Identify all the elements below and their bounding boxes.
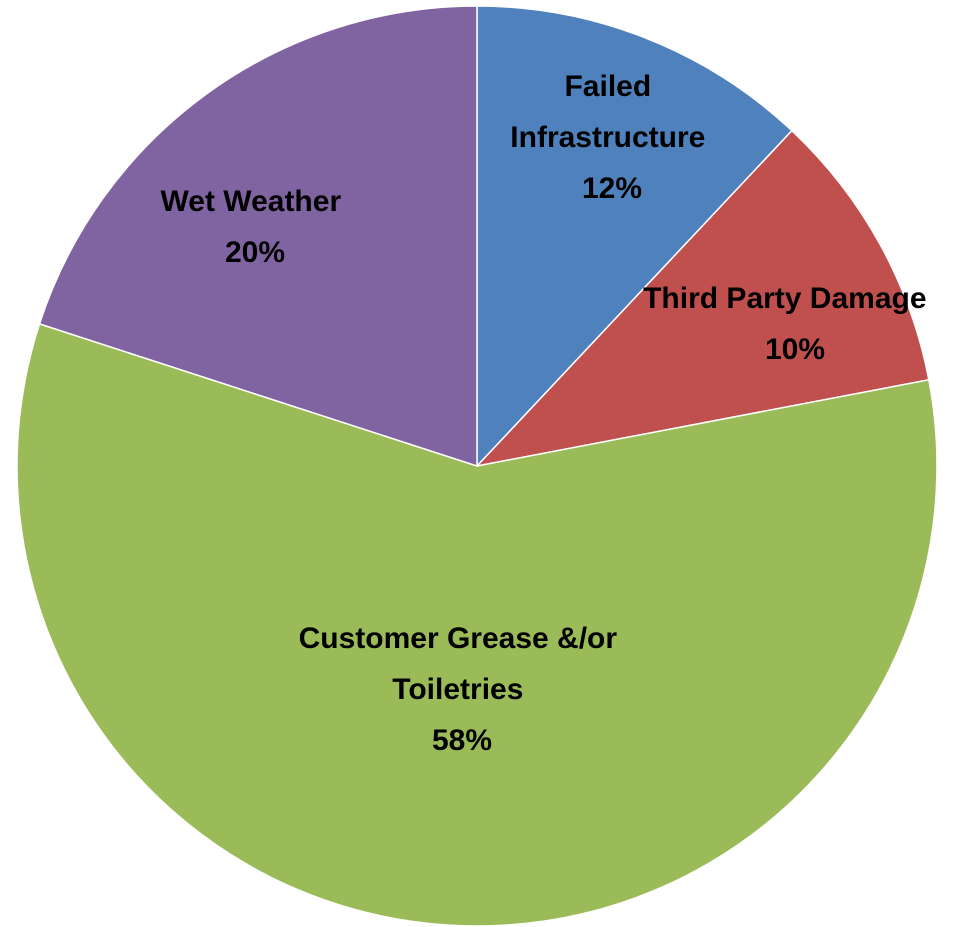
slice-label-third-party-damage: Third Party Damage 10% bbox=[643, 282, 935, 366]
slice-label-failed-infrastructure: Failed Infrastructure 12% bbox=[510, 70, 713, 205]
pie-slices bbox=[16, 5, 938, 927]
pie-labels: Failed Infrastructure 12% Third Party Da… bbox=[161, 70, 935, 757]
slice-label-customer-grease: Customer Grease &/or Toiletries 58% bbox=[299, 622, 626, 757]
pie-slice-wet-weather bbox=[38, 5, 478, 468]
pie-slice-third-party-damage bbox=[474, 129, 930, 468]
slice-label-wet-weather: Wet Weather 20% bbox=[161, 185, 350, 269]
pie-slice-customer-grease-or-toiletries bbox=[16, 322, 938, 927]
pie-slice-failed-infrastructure bbox=[476, 5, 793, 468]
